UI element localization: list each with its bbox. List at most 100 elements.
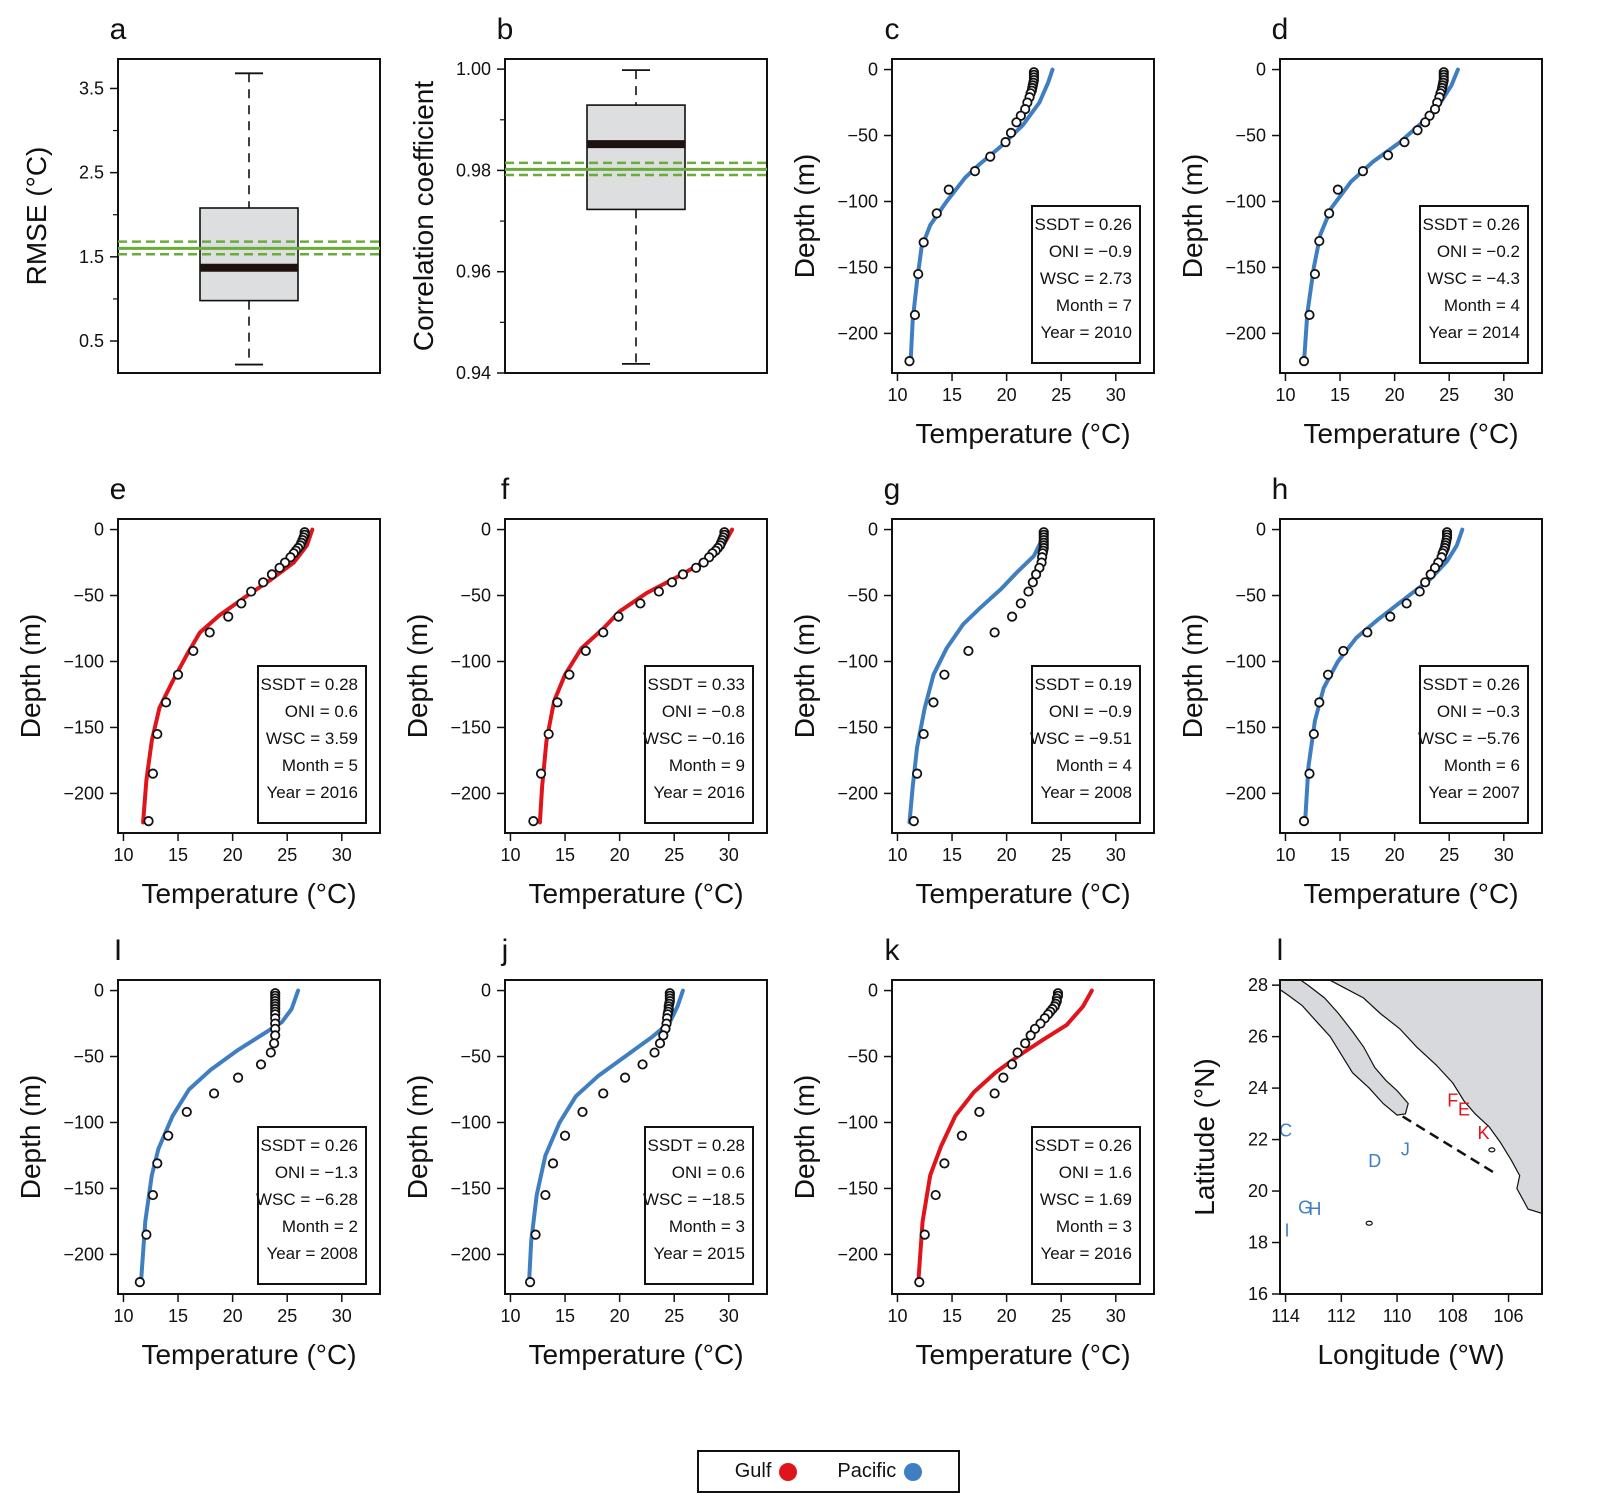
stats-line: SSDT = 0.26: [261, 1136, 359, 1155]
station-label: F: [1447, 1091, 1458, 1111]
observation-point: [1309, 268, 1321, 280]
x-axis-title: Temperature (°C): [915, 878, 1130, 909]
y-tick-label: 0: [1256, 520, 1266, 540]
x-axis-title: Temperature (°C): [1303, 418, 1518, 449]
y-tick-label: 26: [1248, 1027, 1268, 1047]
panel-a: a 0.5 1.5 2.5 3.5 RMSE (°C): [21, 13, 381, 374]
x-tick-label: 15: [942, 1306, 962, 1326]
observation-point: [635, 598, 646, 609]
stats-box: [1419, 205, 1529, 364]
observation-point: [535, 768, 547, 779]
x-tick-label: 30: [1494, 385, 1514, 405]
stats-line: ONI = −0.9: [1049, 242, 1132, 261]
observation-point: [269, 1038, 280, 1049]
stats-line: Month = 9: [669, 756, 745, 775]
x-tick-label: 30: [1106, 385, 1126, 405]
stats-line: ONI = −0.8: [662, 702, 745, 721]
map-frame: [1279, 979, 1543, 1295]
x-axis-title: Longitude (°W): [1317, 1339, 1504, 1370]
observation-point: [528, 816, 539, 827]
observation-point: [930, 1189, 941, 1201]
observation-point: [956, 1130, 967, 1141]
plot-frame: [117, 518, 381, 834]
y-tick-label: 0: [868, 981, 878, 1001]
observation-point: [223, 611, 234, 622]
y-tick-label: −150: [837, 717, 878, 737]
y-tick-label: −150: [837, 257, 878, 277]
y-tick-label: −200: [837, 783, 878, 803]
y-axis-title: Depth (m): [402, 614, 433, 738]
y-tick-label: 20: [1248, 1181, 1268, 1201]
island: [1488, 1147, 1496, 1153]
stats-line: SSDT = 0.28: [648, 1136, 746, 1155]
x-tick-label: 30: [1106, 1306, 1126, 1326]
y-axis-title: RMSE (°C): [21, 147, 52, 286]
panel-c: c 10 15 20 25 30 0 −50 −100 −150 −200 SSDT = 0.26 ON…: [789, 13, 1155, 449]
observation-point: [619, 1072, 631, 1083]
x-tick-label: 15: [942, 845, 962, 865]
stats-line: SSDT = 0.33: [648, 675, 746, 694]
stats-line: WSC = −5.76: [1418, 729, 1520, 748]
observation-point: [918, 728, 929, 740]
plot-frame: [1279, 58, 1543, 374]
observation-point: [236, 598, 247, 609]
legend-label-pacific: Pacific: [837, 1460, 897, 1482]
y-tick-label: −100: [1225, 191, 1266, 211]
plot-frame: [117, 58, 381, 374]
y-tick-label: −50: [73, 586, 104, 606]
station-label: I: [1284, 1221, 1289, 1241]
observation-point: [912, 768, 923, 779]
y-tick-label: 0: [868, 520, 878, 540]
y-tick-label: 0: [94, 520, 104, 540]
stats-line: SSDT = 0.28: [261, 675, 359, 694]
observation-point: [1304, 309, 1315, 321]
station-label: G: [1298, 1197, 1312, 1217]
y-tick-label: −50: [460, 586, 491, 606]
y-tick-label: 3.5: [79, 78, 104, 98]
y-tick-label: −150: [63, 717, 104, 737]
plot-frame: [117, 979, 381, 1295]
stats-line: Year = 2016: [653, 783, 745, 802]
panel-letter: c: [885, 13, 900, 46]
observation-point: [985, 151, 996, 162]
stats-line: Year = 2016: [266, 783, 358, 802]
x-tick-label: 20: [1385, 385, 1405, 405]
stats-box: [257, 665, 367, 824]
observation-point: [1000, 137, 1011, 148]
x-tick-label: 20: [1385, 845, 1405, 865]
observation-point: [1314, 697, 1325, 708]
x-tick-label: 30: [1106, 845, 1126, 865]
x-tick-label: 20: [997, 845, 1017, 865]
plot-frame: [504, 518, 768, 834]
panel-b: b 0.94 0.96 0.98 1.00 Correlation coefficient: [408, 13, 768, 383]
x-tick-label: 15: [555, 1306, 575, 1326]
observation-point: [540, 1189, 551, 1201]
y-tick-label: 1.5: [79, 247, 104, 267]
observation-point: [208, 1088, 220, 1099]
x-tick-label: 108: [1438, 1306, 1468, 1326]
y-tick-label: −50: [847, 126, 878, 146]
panel-letter: h: [1272, 473, 1289, 506]
y-tick-label: −100: [63, 1112, 104, 1132]
y-tick-label: 0: [481, 981, 491, 1001]
stats-line: ONI = 0.6: [672, 1163, 745, 1182]
observation-point: [1362, 627, 1373, 638]
y-tick-label: −150: [63, 1178, 104, 1198]
stats-box: [1031, 205, 1141, 364]
y-tick-label: 0: [868, 60, 878, 80]
stats-line: ONI = −0.9: [1049, 702, 1132, 721]
observation-point: [188, 645, 199, 657]
observation-point: [1020, 1038, 1031, 1049]
observation-point: [143, 816, 154, 827]
legend-label-gulf: Gulf: [734, 1460, 772, 1482]
stats-line: WSC = −6.28: [256, 1190, 358, 1209]
y-tick-label: −50: [847, 1047, 878, 1067]
x-tick-label: 114: [1271, 1306, 1300, 1326]
observation-point: [908, 816, 919, 827]
panel-letter: d: [1272, 13, 1289, 46]
mainland-land: [1328, 980, 1542, 1214]
observation-point: [141, 1229, 152, 1240]
stats-line: SSDT = 0.26: [1035, 215, 1133, 234]
y-tick-label: −100: [837, 1112, 878, 1132]
x-tick-label: 25: [277, 845, 297, 865]
